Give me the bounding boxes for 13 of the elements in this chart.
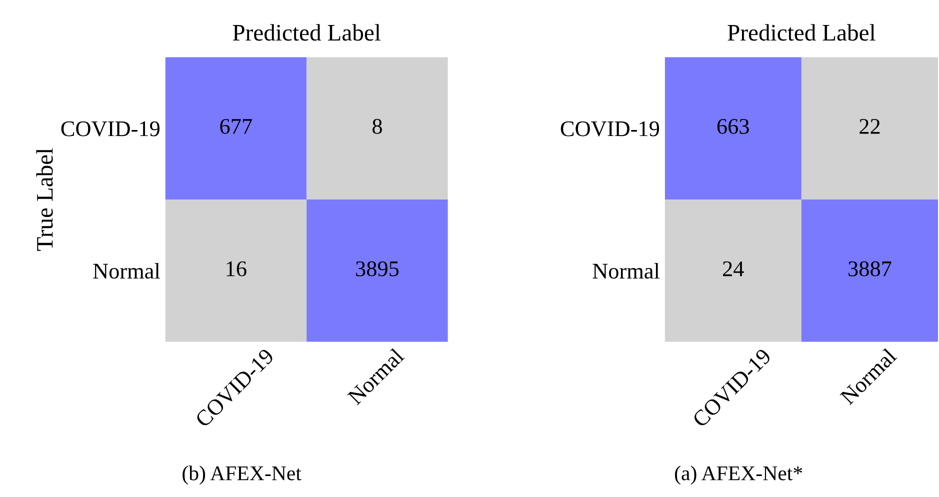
y-axis-title: True Label (36, 148, 53, 251)
data-label: 3887 (848, 261, 892, 276)
data-label: 663 (717, 118, 749, 134)
data-label: 8 (372, 118, 382, 134)
data-label: 16 (226, 261, 246, 276)
data-label: 3895 (356, 261, 399, 276)
data-label: 24 (722, 261, 744, 276)
x-axis-title: Predicted Label (728, 24, 876, 41)
x-axis-title: Predicted Label (232, 24, 381, 41)
text: (a) AFEX-Net* (674, 466, 802, 485)
text: (b) AFEX-Net (182, 466, 302, 485)
data-label: 677 (220, 118, 252, 134)
data-label: 22 (860, 118, 880, 134)
